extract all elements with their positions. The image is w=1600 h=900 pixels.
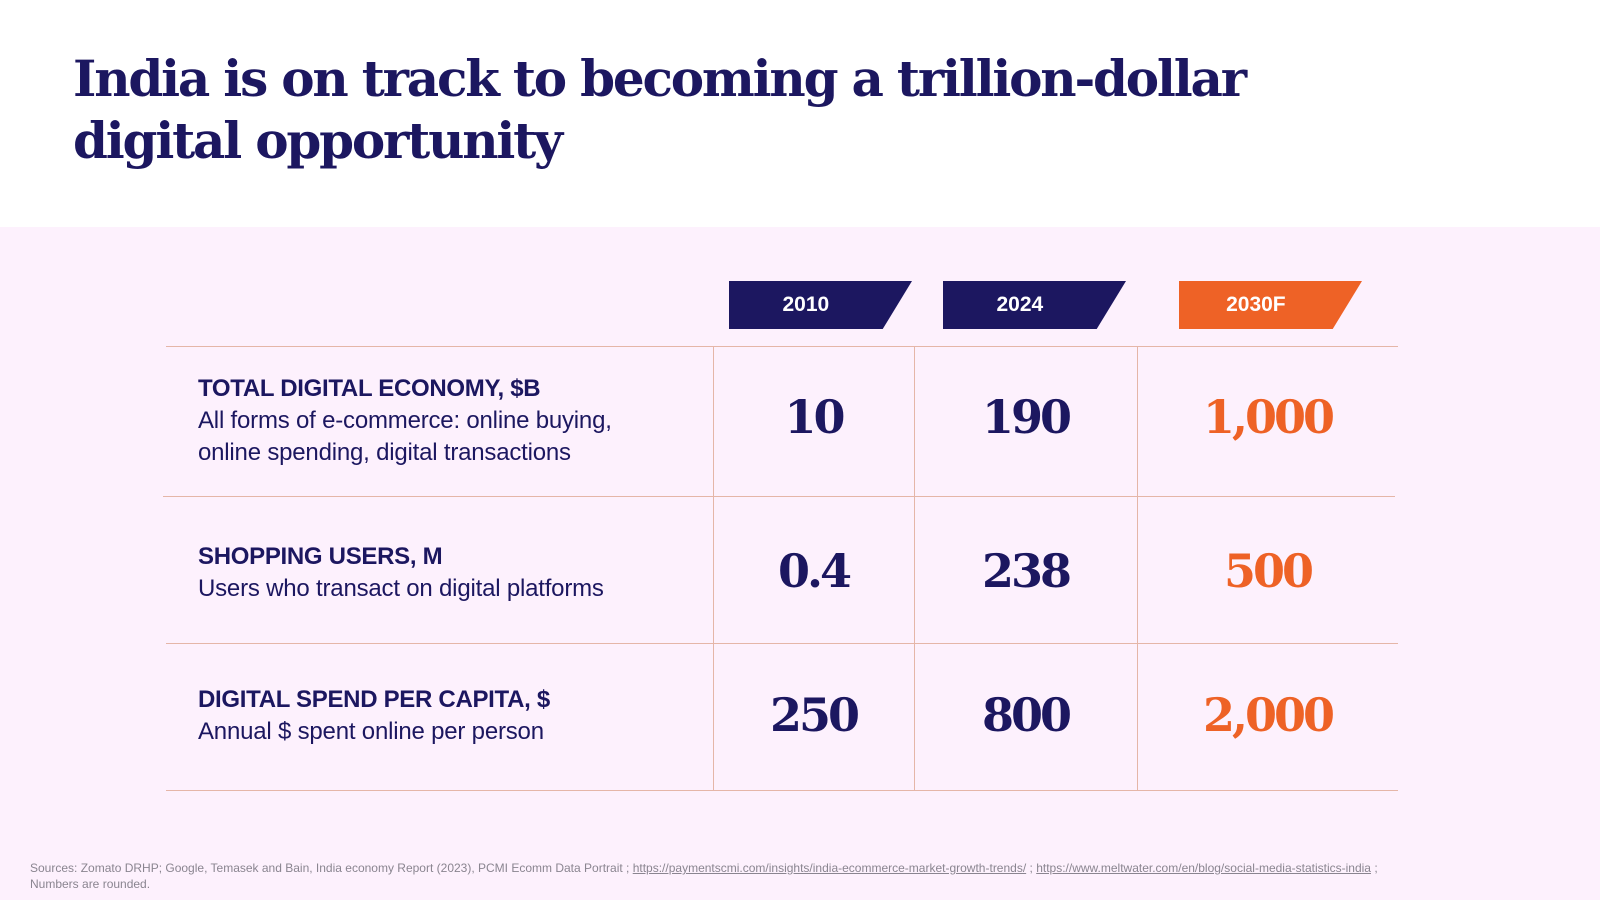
value-2030f: 2,000: [1202, 688, 1335, 742]
table-border-bottom: [166, 790, 1398, 791]
page-title: India is on track to becoming a trillion…: [73, 48, 1247, 172]
value-2030f: 1,000: [1202, 390, 1335, 444]
separator: ;: [1370, 861, 1378, 875]
column-header-2024: 2024: [943, 281, 1126, 329]
table-row-label: SHOPPING USERS, M Users who transact on …: [198, 541, 604, 605]
content-band: [0, 227, 1600, 900]
row-divider: [166, 643, 1398, 644]
sources-footnote: Sources: Zomato DRHP; Google, Temasek an…: [30, 860, 1570, 892]
source-link-meltwater[interactable]: https://www.meltwater.com/en/blog/social…: [1036, 861, 1371, 875]
column-header-label: 2030F: [1226, 293, 1286, 316]
metric-description: All forms of e-commerce: online buying,: [198, 407, 612, 434]
value-2024: 800: [981, 688, 1072, 742]
metric-name: SHOPPING USERS, M: [198, 543, 443, 570]
value-2010: 10: [784, 390, 845, 444]
column-divider: [713, 346, 714, 790]
value-2010: 250: [769, 688, 860, 742]
metric-name: TOTAL DIGITAL ECONOMY, $B: [198, 375, 541, 402]
row-divider: [163, 496, 1395, 497]
column-header-2010: 2010: [729, 281, 912, 329]
metric-description: online spending, digital transactions: [198, 439, 571, 466]
rounding-note: Numbers are rounded.: [30, 877, 151, 891]
title-line-2: digital opportunity: [73, 111, 563, 170]
value-2030f: 500: [1223, 544, 1314, 598]
column-header-label: 2024: [996, 293, 1044, 316]
column-header-2030f: 2030F: [1179, 281, 1362, 329]
value-2010: 0.4: [777, 544, 852, 598]
column-divider: [1137, 346, 1138, 790]
column-header-label: 2010: [782, 293, 830, 316]
value-2024: 190: [981, 390, 1072, 444]
metric-name: DIGITAL SPEND PER CAPITA, $: [198, 686, 550, 713]
value-2024: 238: [981, 544, 1072, 598]
separator: ;: [1026, 861, 1037, 875]
source-link-paymentscmi[interactable]: https://paymentscmi.com/insights/india-e…: [632, 861, 1027, 875]
title-line-1: India is on track to becoming a trillion…: [73, 49, 1247, 108]
metric-description: Users who transact on digital platforms: [198, 575, 604, 602]
column-divider: [914, 346, 915, 790]
sources-text: Sources: Zomato DRHP; Google, Temasek an…: [30, 861, 633, 875]
table-row-label: DIGITAL SPEND PER CAPITA, $ Annual $ spe…: [198, 684, 550, 748]
table-border-top: [166, 346, 1398, 347]
table-row-label: TOTAL DIGITAL ECONOMY, $B All forms of e…: [198, 373, 612, 469]
metric-description: Annual $ spent online per person: [198, 718, 544, 745]
